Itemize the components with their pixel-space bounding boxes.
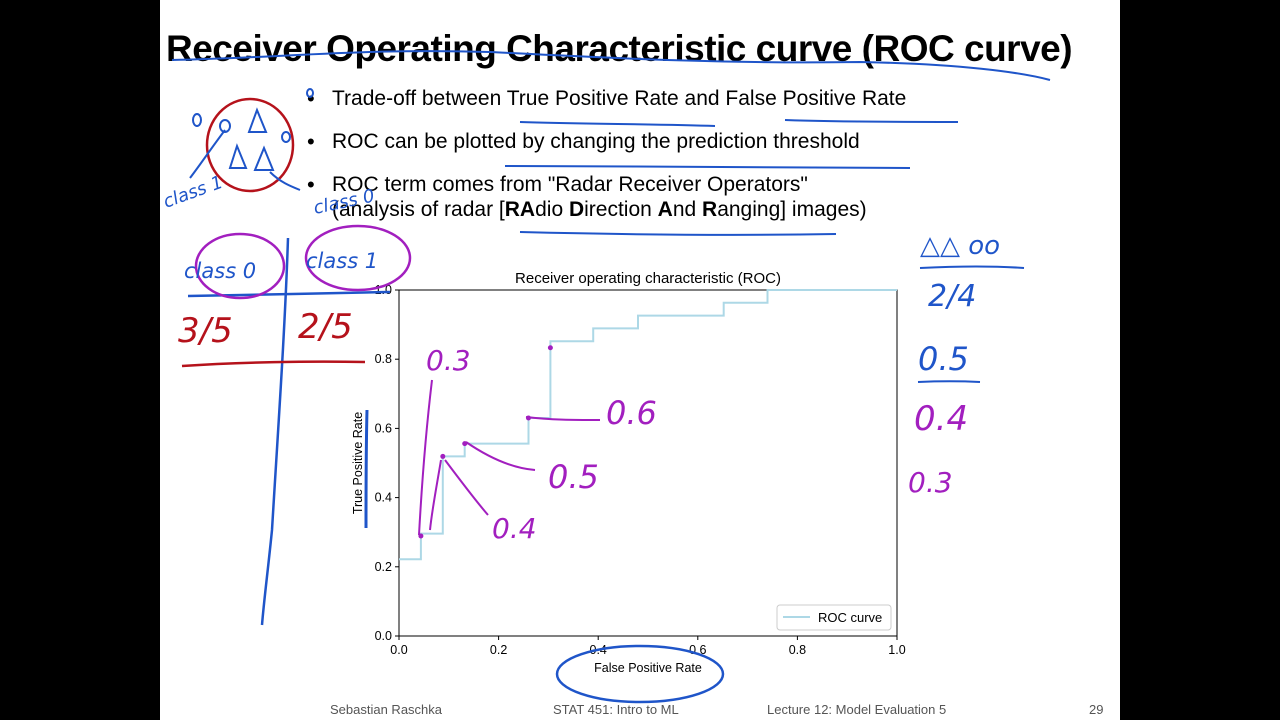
table-header-right: class 1 [306, 249, 378, 273]
curve-threshold-marks [418, 379, 601, 536]
class-label-right: class 0 [312, 185, 377, 218]
curve-threshold-label: 0.6 [606, 394, 657, 432]
table-vertical-line [260, 237, 290, 626]
right-threshold-underline [917, 380, 981, 383]
slide: Receiver Operating Characteristic curve … [160, 0, 1120, 720]
threshold-point [547, 345, 553, 351]
bullet-item: ROC term comes from "Radar Receiver Oper… [305, 172, 906, 223]
bullet-list: Trade-off between True Positive Rate and… [305, 86, 906, 240]
right-threshold: 0.5 [918, 340, 969, 378]
title-underline-stroke [171, 50, 1051, 81]
y-tick-label: 0.4 [375, 491, 392, 505]
bullet-line-2: (analysis of radar [RAdio Direction And … [332, 198, 867, 221]
table-value-left: 3/5 [178, 311, 233, 351]
bullet-text: Trade-off between True Positive Rate and… [332, 87, 907, 110]
legend: ROC curve [776, 604, 892, 631]
x-axis-label: False Positive Rate [594, 661, 702, 675]
right-symbols: △△ oo [920, 231, 1000, 261]
curve-threshold-label: 0.3 [426, 344, 471, 377]
bullet-item: Trade-off between True Positive Rate and… [305, 86, 906, 112]
slide-title: Receiver Operating Characteristic curve … [166, 28, 1073, 69]
y-tick-label: 0.6 [375, 421, 392, 435]
footer-lecture: Lecture 12: Model Evaluation 5 [767, 702, 947, 717]
x-tick-label: 0.8 [789, 643, 806, 657]
footer-course: STAT 451: Intro to ML [553, 702, 679, 717]
right-threshold: 0.4 [914, 399, 968, 439]
roc-chart: Receiver operating characteristic (ROC) … [351, 270, 906, 675]
right-fraction: 2/4 [928, 279, 976, 314]
table-value-right: 2/5 [298, 307, 353, 347]
right-symbols-underline [919, 265, 1025, 269]
bullet-underline-stroke [504, 165, 911, 169]
y-tick-label: 0.0 [375, 629, 392, 643]
table-horizontal-line [187, 290, 391, 298]
curve-threshold-label: 0.5 [548, 458, 599, 496]
xlabel-circle [555, 644, 725, 704]
curve-threshold-label: 0.4 [492, 512, 537, 545]
plot-frame [398, 289, 898, 637]
bullet-line-1: ROC term comes from "Radar Receiver Oper… [332, 173, 808, 196]
bullet-underline-stroke [519, 121, 716, 127]
right-threshold: 0.3 [908, 466, 953, 499]
ylabel-bracket [364, 409, 369, 529]
y-tick-label: 0.8 [375, 352, 392, 366]
x-tick-label: 1.0 [888, 643, 905, 657]
header-circle-right [304, 224, 412, 292]
legend-entry: ROC curve [818, 610, 882, 625]
bullet-underline-stroke [519, 231, 837, 236]
x-tick-label: 0.0 [390, 643, 407, 657]
table-red-line [181, 360, 366, 368]
sample-circle [205, 97, 295, 193]
chart-title: Receiver operating characteristic (ROC) [515, 270, 781, 287]
roc-curve-line [399, 289, 897, 561]
x-tick-label: 0.2 [490, 643, 507, 657]
threshold-point [440, 453, 446, 459]
table-header-left: class 0 [184, 259, 256, 283]
handwriting-overlay: class 1 class 0 class 0 class 1 3/5 2/5 … [161, 50, 1051, 704]
footer-page: 29 [1089, 702, 1104, 717]
sample-symbols [189, 88, 314, 191]
footer-author: Sebastian Raschka [330, 702, 443, 717]
y-axis-label: True Positive Rate [351, 412, 365, 514]
legend-box [776, 604, 892, 631]
bullet-text: ROC can be plotted by changing the predi… [332, 130, 860, 153]
bullet-underline-stroke [784, 119, 959, 123]
header-circle-left [194, 232, 286, 300]
bullet-item: ROC can be plotted by changing the predi… [305, 129, 906, 155]
class-label-left: class 1 [161, 172, 226, 213]
y-axis-ticks: 0.00.20.40.60.81.0 [375, 283, 399, 643]
y-tick-label: 0.2 [375, 560, 392, 574]
